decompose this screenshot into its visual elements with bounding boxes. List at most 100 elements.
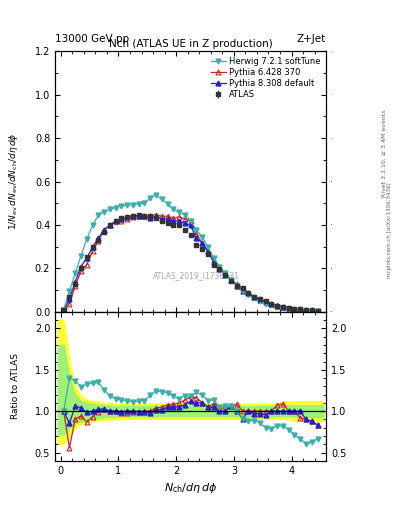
Herwig 7.2.1 softTune [234, 283, 239, 289]
Herwig 7.2.1 softTune [113, 204, 118, 210]
Herwig 7.2.1 softTune [61, 307, 66, 313]
Herwig 7.2.1 softTune [177, 209, 182, 216]
Herwig 7.2.1 softTune [298, 307, 303, 313]
Pythia 6.428 370 [160, 213, 164, 219]
Y-axis label: Ratio to ATLAS: Ratio to ATLAS [11, 353, 20, 419]
Herwig 7.2.1 softTune [182, 211, 187, 218]
Herwig 7.2.1 softTune [211, 255, 216, 261]
Herwig 7.2.1 softTune [148, 195, 152, 201]
Pythia 8.308 default [154, 213, 158, 219]
Pythia 8.308 default [269, 301, 274, 307]
Herwig 7.2.1 softTune [136, 201, 141, 207]
Pythia 8.308 default [309, 307, 314, 313]
Herwig 7.2.1 softTune [257, 298, 262, 304]
Herwig 7.2.1 softTune [90, 222, 95, 228]
Herwig 7.2.1 softTune [96, 212, 101, 218]
Herwig 7.2.1 softTune [73, 270, 77, 276]
Pythia 8.308 default [275, 303, 279, 309]
Pythia 8.308 default [211, 259, 216, 265]
Herwig 7.2.1 softTune [286, 306, 291, 312]
Pythia 8.308 default [223, 272, 228, 279]
Pythia 6.428 370 [125, 216, 130, 222]
Pythia 8.308 default [67, 296, 72, 302]
Pythia 6.428 370 [240, 285, 245, 291]
Pythia 8.308 default [102, 227, 107, 233]
Herwig 7.2.1 softTune [252, 295, 256, 302]
Line: Pythia 6.428 370: Pythia 6.428 370 [61, 212, 320, 313]
Pythia 8.308 default [130, 213, 135, 219]
Herwig 7.2.1 softTune [79, 253, 83, 259]
Legend: Herwig 7.2.1 softTune, Pythia 6.428 370, Pythia 8.308 default, ATLAS: Herwig 7.2.1 softTune, Pythia 6.428 370,… [209, 55, 322, 101]
Pythia 6.428 370 [96, 238, 101, 244]
Line: Herwig 7.2.1 softTune: Herwig 7.2.1 softTune [61, 193, 320, 313]
Pythia 8.308 default [182, 220, 187, 226]
Pythia 8.308 default [113, 218, 118, 224]
Pythia 6.428 370 [90, 248, 95, 254]
Pythia 6.428 370 [211, 257, 216, 263]
Pythia 8.308 default [292, 306, 297, 312]
Herwig 7.2.1 softTune [119, 203, 124, 209]
Pythia 8.308 default [96, 236, 101, 242]
Pythia 6.428 370 [257, 296, 262, 302]
Pythia 6.428 370 [73, 283, 77, 289]
Herwig 7.2.1 softTune [206, 244, 210, 250]
Pythia 6.428 370 [61, 307, 66, 313]
Pythia 8.308 default [73, 279, 77, 285]
Pythia 6.428 370 [84, 262, 89, 268]
Pythia 8.308 default [171, 218, 176, 224]
Line: Pythia 8.308 default: Pythia 8.308 default [61, 214, 320, 313]
Pythia 8.308 default [84, 255, 89, 261]
Herwig 7.2.1 softTune [304, 308, 309, 314]
Pythia 8.308 default [246, 290, 251, 296]
Pythia 8.308 default [257, 296, 262, 303]
Pythia 6.428 370 [246, 290, 251, 296]
Pythia 6.428 370 [188, 218, 193, 224]
Pythia 6.428 370 [177, 214, 182, 220]
Herwig 7.2.1 softTune [275, 304, 279, 310]
Pythia 8.308 default [107, 222, 112, 228]
Pythia 8.308 default [315, 308, 320, 314]
Pythia 8.308 default [234, 283, 239, 289]
Pythia 8.308 default [298, 306, 303, 312]
Herwig 7.2.1 softTune [229, 276, 233, 283]
Pythia 6.428 370 [229, 276, 233, 283]
Pythia 6.428 370 [148, 213, 152, 219]
Pythia 6.428 370 [165, 213, 170, 219]
Pythia 8.308 default [125, 214, 130, 220]
Herwig 7.2.1 softTune [246, 292, 251, 298]
Pythia 8.308 default [200, 240, 204, 246]
Title: Nch (ATLAS UE in Z production): Nch (ATLAS UE in Z production) [109, 39, 272, 49]
Pythia 8.308 default [79, 264, 83, 270]
Pythia 8.308 default [281, 304, 285, 310]
Herwig 7.2.1 softTune [315, 308, 320, 314]
Pythia 8.308 default [286, 305, 291, 311]
Herwig 7.2.1 softTune [263, 301, 268, 307]
Pythia 6.428 370 [309, 307, 314, 313]
Pythia 6.428 370 [79, 268, 83, 274]
Text: 13000 GeV pp: 13000 GeV pp [55, 33, 129, 44]
Pythia 6.428 370 [130, 214, 135, 220]
Pythia 6.428 370 [200, 240, 204, 246]
Pythia 6.428 370 [102, 227, 107, 233]
Herwig 7.2.1 softTune [292, 307, 297, 313]
Pythia 6.428 370 [286, 305, 291, 311]
Pythia 6.428 370 [182, 216, 187, 222]
Pythia 6.428 370 [142, 213, 147, 219]
Pythia 6.428 370 [136, 213, 141, 219]
Pythia 6.428 370 [269, 301, 274, 307]
Pythia 8.308 default [142, 213, 147, 219]
Pythia 8.308 default [148, 215, 152, 221]
Pythia 8.308 default [194, 236, 199, 242]
Pythia 8.308 default [240, 288, 245, 294]
Pythia 6.428 370 [171, 216, 176, 222]
Herwig 7.2.1 softTune [309, 308, 314, 314]
Herwig 7.2.1 softTune [223, 270, 228, 276]
Pythia 8.308 default [229, 276, 233, 283]
Pythia 6.428 370 [304, 307, 309, 313]
Herwig 7.2.1 softTune [102, 208, 107, 215]
Text: mcplots.cern.ch [arXiv:1306.3436]: mcplots.cern.ch [arXiv:1306.3436] [387, 183, 392, 278]
Y-axis label: $1/N_{\rm ev}\,dN_{\rm ev}/dN_{\rm ch}/d\eta\,d\phi$: $1/N_{\rm ev}\,dN_{\rm ev}/dN_{\rm ch}/d… [7, 133, 20, 230]
Pythia 6.428 370 [67, 301, 72, 307]
Pythia 8.308 default [177, 218, 182, 224]
Pythia 6.428 370 [252, 293, 256, 300]
